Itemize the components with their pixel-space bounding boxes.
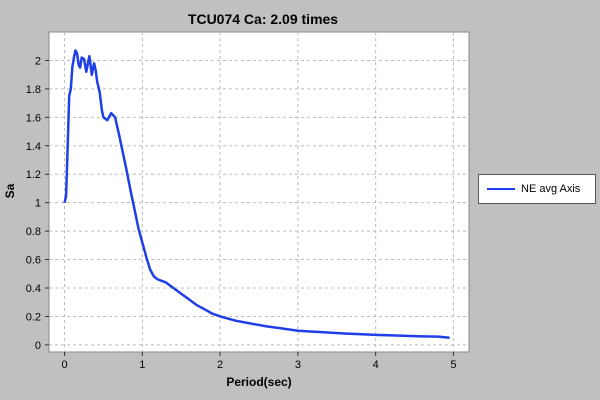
x-tick-label: 5 xyxy=(450,359,456,371)
x-tick-label: 2 xyxy=(217,359,223,371)
y-tick-label: 0.4 xyxy=(26,283,41,295)
x-tick-label: 4 xyxy=(373,359,379,371)
y-tick-label: 0.2 xyxy=(26,311,41,323)
y-tick-label: 1 xyxy=(35,198,41,210)
y-tick-label: 0.6 xyxy=(26,255,41,267)
series-group xyxy=(63,49,450,340)
y-tick-label: 1.6 xyxy=(26,112,41,124)
y-tick-label: 0.8 xyxy=(26,226,41,238)
y-tick-label: 2 xyxy=(35,55,41,67)
y-tick-label: 0 xyxy=(35,340,41,352)
y-axis-label: Sa xyxy=(3,183,17,198)
x-tick-label: 3 xyxy=(295,359,301,371)
grid-lines xyxy=(49,32,469,352)
plot-area xyxy=(48,31,470,353)
chart-title: TCU074 Ca: 2.09 times xyxy=(188,11,338,27)
axis-ticks: 0 1 2 3 4 5 0 0.2 0.4 0.6 0.8 1 1.2 1.4 1.6 1.8 2 xyxy=(26,55,457,371)
x-tick-label: 0 xyxy=(61,359,67,371)
legend-label: NE avg Axis xyxy=(521,183,581,195)
x-axis-label: Period(sec) xyxy=(226,375,291,389)
y-tick-label: 1.8 xyxy=(26,84,41,96)
y-tick-label: 1.4 xyxy=(26,141,41,153)
legend: NE avg Axis xyxy=(478,174,596,204)
x-tick-label: 1 xyxy=(139,359,145,371)
y-tick-label: 1.2 xyxy=(26,169,41,181)
legend-swatch xyxy=(487,188,515,190)
series-line xyxy=(63,49,450,340)
